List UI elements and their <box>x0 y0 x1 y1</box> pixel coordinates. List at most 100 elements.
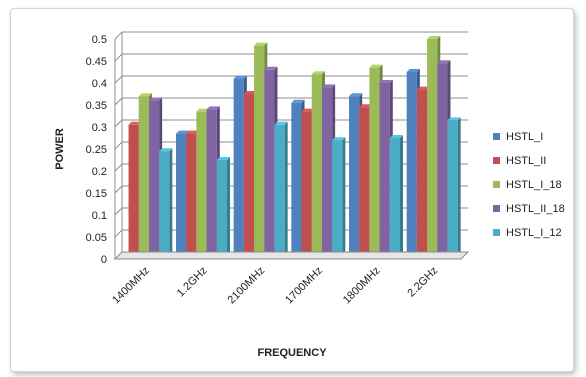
y-tick-label: 0.2 <box>92 166 107 178</box>
x-tick-label: 1400MHz <box>110 265 152 307</box>
bar-front <box>321 87 333 260</box>
bar-top <box>427 36 441 39</box>
bar-front <box>369 67 380 259</box>
bar-HSTL_I_12-1.2GHz <box>216 157 230 259</box>
bar-top <box>243 91 258 94</box>
bar-front <box>291 102 302 259</box>
x-axis-title: FREQUENCY <box>257 347 327 359</box>
bar-top <box>291 99 305 103</box>
bar-HSTL_I_12-1800MHz <box>389 135 403 259</box>
y-tick-label: 0.25 <box>86 144 107 156</box>
x-tick-label: 1.2GHz <box>175 265 210 300</box>
bar-top <box>196 108 210 112</box>
y-tick-label: 0.15 <box>86 188 107 200</box>
bar-top <box>148 97 163 101</box>
bar-top <box>447 117 461 121</box>
bar-top <box>206 106 220 110</box>
bar-front <box>196 111 207 259</box>
legend-label: HSTL_II <box>506 155 546 167</box>
legend-label: HSTL_I_18 <box>506 179 562 191</box>
bar-HSTL_I_12-1700MHz <box>332 137 346 259</box>
legend: HSTL_I HSTL_II HSTL_I_18 HSTL_II_18 HSTL_I_1… <box>493 131 565 239</box>
x-tick-label: 1800MHz <box>341 265 383 307</box>
legend-swatch-HSTL_I_18 <box>493 181 500 188</box>
bar-front <box>437 63 448 260</box>
legend-label: HSTL_II_18 <box>506 203 565 215</box>
bar-top <box>389 135 403 138</box>
bar-front <box>233 78 244 259</box>
bar-top <box>416 86 431 90</box>
bar-top <box>264 66 278 70</box>
bar-front <box>359 107 370 259</box>
y-tick-label: 0.1 <box>92 210 107 222</box>
gridline-diagonal <box>114 163 123 172</box>
bar-front <box>216 160 227 259</box>
chart-container: 0 0.05 0.1 0.15 0.2 0.25 0.3 0.35 0.4 0.45 0.5 140… <box>10 8 574 372</box>
bar-side <box>227 157 230 259</box>
bar-HSTL_I_12-2100MHz <box>274 121 288 259</box>
bar-front <box>128 124 139 259</box>
bar-HSTL_I_12-1400MHz <box>159 148 173 259</box>
y-tick-label: 0.4 <box>92 78 107 90</box>
bar-top <box>186 130 200 134</box>
bar-front <box>332 140 343 259</box>
legend-swatch-HSTL_II <box>493 157 500 164</box>
bar-front <box>416 89 428 259</box>
x-tick-label: 1700MHz <box>283 265 325 307</box>
bar-front <box>159 151 170 259</box>
legend-swatch-HSTL_II_18 <box>493 205 500 212</box>
gridline-diagonal <box>114 53 123 62</box>
bar-front <box>254 45 265 259</box>
bar-front <box>447 120 458 260</box>
bar-side <box>169 148 173 259</box>
bar-side <box>400 135 403 259</box>
bar-top <box>379 80 393 83</box>
bar-front <box>138 96 149 259</box>
bar-top <box>369 64 383 68</box>
bar-top <box>159 148 173 152</box>
chart-floor <box>113 251 470 260</box>
bar-front <box>176 133 187 259</box>
bar-side <box>284 121 288 259</box>
bar-top <box>311 71 325 75</box>
y-tick-label: 0.3 <box>92 122 107 134</box>
bar-top <box>254 42 268 46</box>
bar-top <box>359 104 373 108</box>
bar-front <box>274 124 285 259</box>
bar-top <box>321 84 336 88</box>
x-axis-ticks: 1400MHz 1.2GHz 2100MHz 1700MHz 1800MHz 2.2GHz <box>110 265 440 307</box>
bar-top <box>437 60 451 64</box>
y-tick-label: 0 <box>101 254 107 266</box>
legend-label: HSTL_I <box>506 131 543 143</box>
bar-top <box>233 75 247 79</box>
bar-front <box>406 72 417 259</box>
bar-top <box>349 93 363 97</box>
bar-side <box>342 137 346 259</box>
gridline-diagonal <box>114 229 123 238</box>
gridline-diagonal <box>114 75 123 84</box>
bar-top <box>301 108 315 112</box>
gridline-diagonal <box>114 141 123 150</box>
bar-top <box>138 93 152 97</box>
y-tick-label: 0.35 <box>86 100 107 112</box>
y-tick-label: 0.45 <box>86 56 107 68</box>
bar-front <box>243 94 255 259</box>
y-axis-title: POWER <box>54 128 66 170</box>
bar-front <box>379 83 390 259</box>
bar-front <box>148 100 160 259</box>
gridline-diagonal <box>114 31 123 40</box>
bars <box>118 36 461 260</box>
bar-front <box>349 96 360 259</box>
gridline-diagonal <box>114 119 123 128</box>
bar-front <box>389 138 400 259</box>
gridline-diagonal <box>114 207 123 216</box>
legend-swatch-HSTL_I <box>493 133 500 140</box>
legend-label: HSTL_I_12 <box>506 227 562 239</box>
bar-front <box>186 133 197 259</box>
bar-top <box>332 137 346 141</box>
axes <box>113 39 470 260</box>
bar-front <box>206 109 217 260</box>
x-tick-label: 2100MHz <box>226 265 268 307</box>
bar-top <box>406 69 420 72</box>
